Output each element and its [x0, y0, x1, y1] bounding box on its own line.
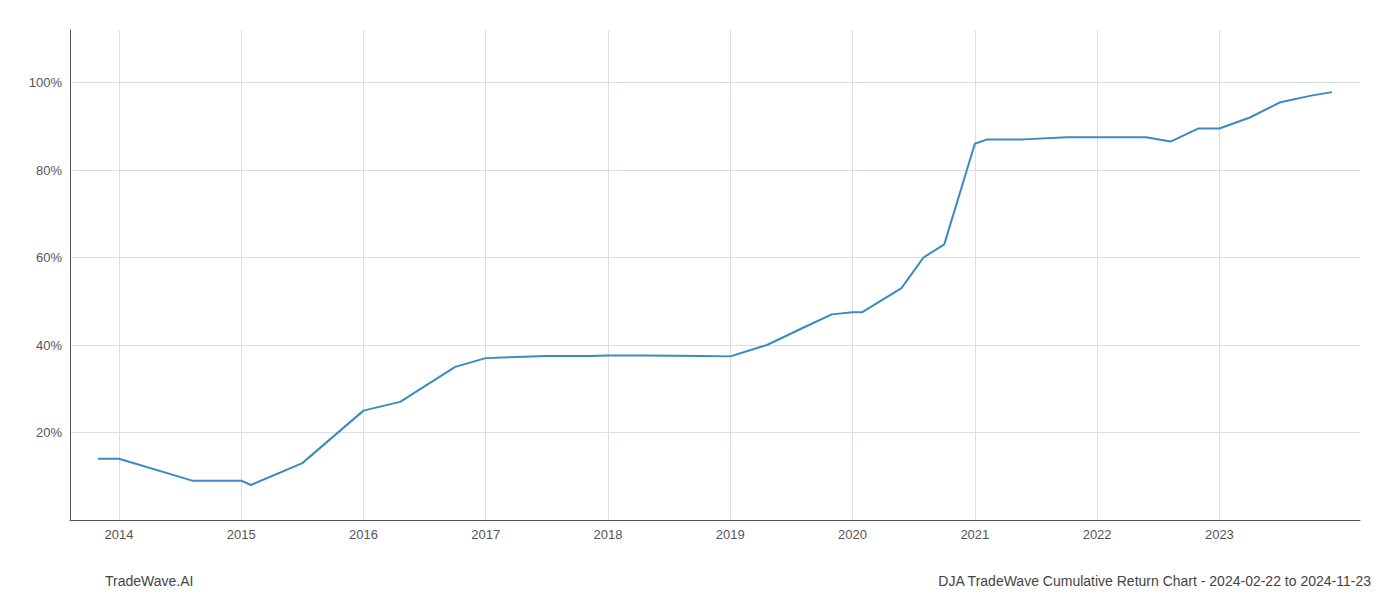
svg-text:2019: 2019: [716, 527, 745, 542]
svg-text:20%: 20%: [36, 425, 62, 440]
svg-text:TradeWave.AI: TradeWave.AI: [105, 573, 193, 589]
svg-text:2015: 2015: [227, 527, 256, 542]
svg-text:2018: 2018: [594, 527, 623, 542]
svg-text:2022: 2022: [1083, 527, 1112, 542]
svg-text:2023: 2023: [1205, 527, 1234, 542]
svg-text:2021: 2021: [960, 527, 989, 542]
svg-text:2020: 2020: [838, 527, 867, 542]
svg-text:DJA TradeWave Cumulative Retur: DJA TradeWave Cumulative Return Chart - …: [938, 573, 1371, 589]
svg-text:60%: 60%: [36, 250, 62, 265]
svg-text:2017: 2017: [471, 527, 500, 542]
svg-text:40%: 40%: [36, 338, 62, 353]
svg-text:2014: 2014: [104, 527, 133, 542]
svg-text:2016: 2016: [349, 527, 378, 542]
svg-text:80%: 80%: [36, 163, 62, 178]
svg-text:100%: 100%: [29, 75, 63, 90]
